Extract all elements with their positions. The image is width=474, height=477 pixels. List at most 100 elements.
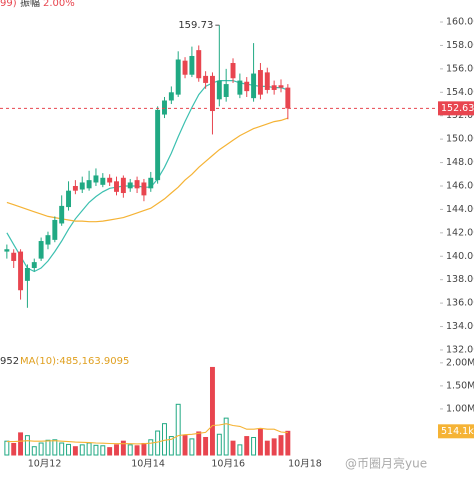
candle-body — [107, 177, 113, 183]
volume-bar — [114, 444, 119, 456]
candle-body — [257, 70, 263, 95]
volume-bar — [148, 439, 154, 456]
volume-bar — [11, 442, 17, 456]
y-tick-label: 140.00 — [446, 251, 474, 262]
candle-body — [278, 85, 284, 88]
volume-bar — [175, 403, 181, 456]
candle-body — [285, 87, 291, 109]
candle-body — [72, 185, 78, 191]
candle-body — [223, 84, 229, 97]
volume-bar — [141, 442, 147, 456]
candle-body — [31, 262, 37, 268]
volume-tick-label: 1.50M — [446, 380, 474, 391]
volume-bar — [66, 443, 72, 456]
volume-tick-label: 1.00M — [446, 403, 474, 414]
volume-bar — [120, 440, 126, 456]
candle-body — [127, 182, 133, 189]
volume-ma-line — [6, 423, 288, 445]
volume-bar — [162, 423, 167, 456]
candle-body — [155, 109, 161, 181]
volume-bar — [244, 436, 250, 456]
candle-body — [11, 252, 17, 261]
candle-body — [4, 249, 10, 252]
candle-body — [251, 73, 257, 99]
candle-body — [271, 85, 277, 90]
candle-body — [45, 235, 51, 245]
volume-tag-label: 514.1k — [441, 426, 474, 437]
candle-body — [244, 81, 250, 92]
x-tick-label: 10月16 — [211, 459, 245, 470]
ma-line — [6, 117, 289, 223]
volume-bar — [100, 445, 106, 456]
volume-bar — [209, 366, 215, 456]
volume-bar — [86, 442, 92, 456]
y-tick-label: 138.00 — [446, 274, 474, 285]
volume-bar — [230, 440, 236, 456]
candle-body — [86, 180, 92, 189]
candle-body — [114, 181, 119, 192]
volume-bar — [45, 439, 51, 456]
candle-body — [264, 72, 270, 90]
volume-bar — [24, 435, 30, 456]
x-tick-label: 10月18 — [288, 459, 322, 470]
volume-bar — [52, 439, 58, 456]
candle-body — [141, 182, 147, 196]
volume-tag — [438, 424, 474, 439]
volume-bar — [168, 436, 174, 456]
max-label: 159.73 — [178, 20, 213, 31]
volume-bar — [264, 440, 270, 456]
candle-body — [100, 177, 106, 185]
volume-bar — [251, 436, 257, 456]
volume-bar — [216, 433, 222, 456]
last-price-label: 152.63 — [441, 103, 474, 114]
candle-body — [162, 100, 167, 115]
candle-body — [196, 50, 202, 79]
volume-bar — [223, 417, 229, 456]
y-tick-label: 144.00 — [446, 204, 474, 215]
volume-bar — [278, 435, 284, 456]
last-price-tag — [438, 101, 474, 116]
volume-bar — [285, 430, 291, 456]
candle-body — [120, 177, 126, 194]
volume-tick-label: 2.00M — [446, 357, 474, 368]
volume-bar — [134, 445, 140, 456]
y-tick-label: 146.00 — [446, 180, 474, 191]
candle-body — [168, 92, 174, 101]
volume-bar — [38, 442, 44, 456]
y-tick-label: 134.00 — [446, 321, 474, 332]
volume-bar — [196, 431, 202, 456]
candle-body — [216, 80, 222, 100]
candle-body — [189, 55, 195, 75]
candle-body — [230, 63, 236, 79]
candle-body — [148, 177, 154, 189]
volume-bar — [271, 438, 277, 456]
candle-body — [79, 182, 85, 190]
volume-bar — [237, 444, 243, 456]
candle-body — [59, 205, 65, 224]
volume-bar — [203, 436, 209, 456]
y-tick-label: 152.00 — [446, 110, 474, 121]
y-tick-label: 150.00 — [446, 134, 474, 145]
volume-ma-label: MA(10):485,163.9095 — [20, 356, 129, 367]
candle-body — [66, 190, 72, 208]
candle-body — [237, 80, 243, 95]
candle-body — [93, 175, 99, 183]
amplitude: 2.00% — [43, 0, 75, 9]
candle-body — [38, 241, 44, 259]
volume-bar — [18, 432, 24, 456]
header-fragment: 99) — [0, 0, 17, 9]
volume-bar — [31, 446, 37, 456]
amplitude-label: 振幅 — [20, 0, 40, 9]
candle-body — [175, 59, 181, 95]
y-tick-label: 148.00 — [446, 157, 474, 168]
y-tick-label: 160.00 — [446, 17, 474, 28]
volume-bar — [155, 430, 161, 456]
volume-bar — [59, 442, 65, 456]
y-tick-label: 136.00 — [446, 298, 474, 309]
volume-prefix: 952 — [0, 356, 19, 367]
candle-body — [134, 180, 140, 189]
volume-bar — [4, 440, 10, 456]
candle-body — [209, 75, 215, 112]
candle-body — [182, 60, 188, 75]
